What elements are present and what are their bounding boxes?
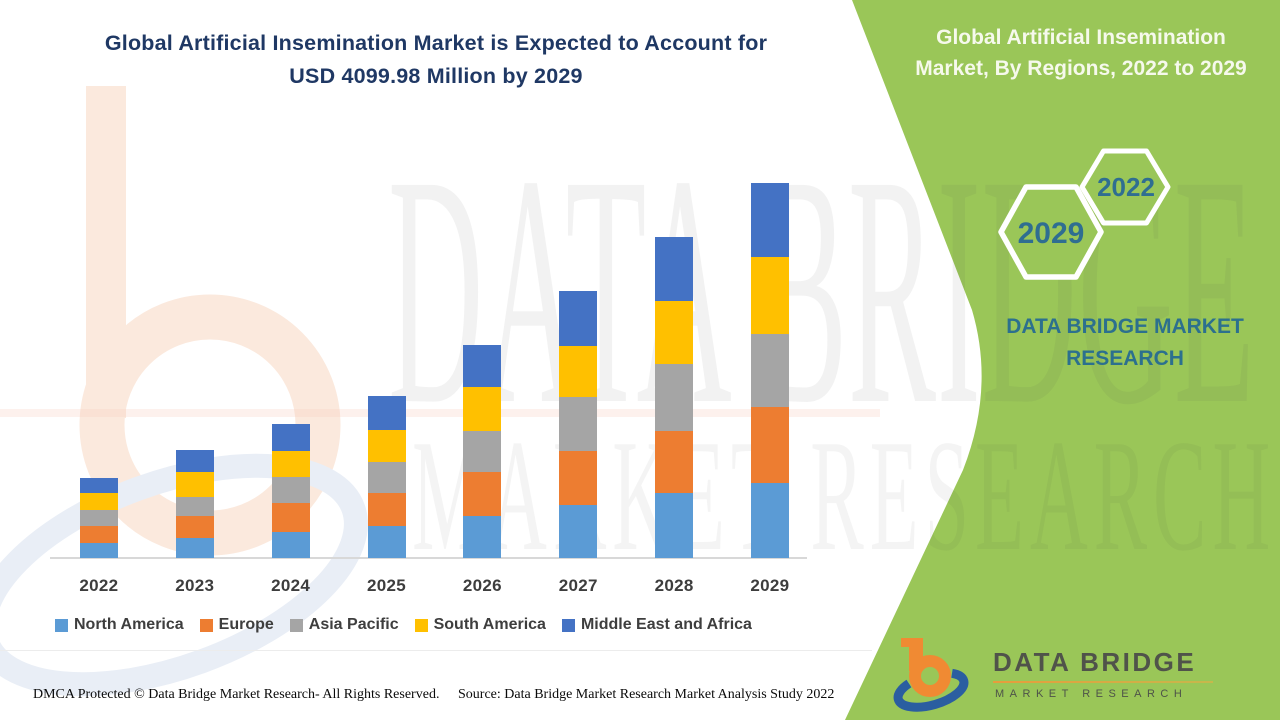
legend-item-middle-east-and-africa: Middle East and Africa xyxy=(561,616,752,634)
green-panel-path xyxy=(845,0,1280,720)
bar-segment xyxy=(750,483,789,558)
stacked-bar-2026 xyxy=(463,345,502,558)
bar-segment xyxy=(271,532,310,558)
bar-segment xyxy=(175,449,214,473)
logo-name-text: DATA BRIDGE xyxy=(993,647,1197,677)
x-axis-label: 2028 xyxy=(654,576,694,595)
legend-swatch xyxy=(55,618,68,632)
legend-label: Middle East and Africa xyxy=(580,616,752,633)
legend-label: South America xyxy=(433,616,546,633)
legend-item-asia-pacific: Asia Pacific xyxy=(289,616,399,634)
panel-heading-line2: Market, By Regions, 2022 to 2029 xyxy=(915,57,1247,80)
bar-segment xyxy=(750,183,789,258)
chart-legend: North America Europe Asia Pacific South Ame… xyxy=(55,616,752,634)
background-tint-band xyxy=(0,409,880,417)
legend-item-south-america: South America xyxy=(414,616,546,634)
logo-b-bowl xyxy=(909,655,951,697)
legend-swatch xyxy=(289,618,303,632)
bar-segment xyxy=(79,493,118,510)
bar-segment xyxy=(367,396,406,431)
page-title: Global Artificial Insemination Market is… xyxy=(60,27,812,93)
bar-segment xyxy=(559,291,598,347)
dmca-notice: DMCA Protected © Data Bridge Market Rese… xyxy=(33,687,440,702)
stacked-bar-2027 xyxy=(559,291,598,558)
logo-underline xyxy=(993,681,1213,683)
stacked-bar-2023 xyxy=(175,449,214,558)
watermark-blue-swoosh xyxy=(0,453,368,697)
logo-blue-swoosh xyxy=(893,668,969,712)
x-axis-label: 2026 xyxy=(462,576,502,595)
stacked-bar-2029 xyxy=(750,183,789,558)
source-note: Source: Data Bridge Market Research Mark… xyxy=(458,687,835,702)
bar-segment xyxy=(463,472,502,517)
stacked-bar-2024 xyxy=(271,424,310,558)
bar-segment xyxy=(463,430,502,473)
data-bridge-logo-icon xyxy=(893,638,969,712)
stacked-bar-2028 xyxy=(655,237,694,558)
bar-segment xyxy=(750,407,789,483)
bar-segment xyxy=(463,345,502,388)
panel-heading: Global Artificial Insemination Market, B… xyxy=(890,22,1272,84)
page-title-line2: USD 4099.98 Million by 2029 xyxy=(289,64,583,88)
bar-segment xyxy=(655,237,694,302)
bar-segment xyxy=(367,462,406,494)
bar-segment xyxy=(655,493,694,558)
bar-segment xyxy=(175,497,214,516)
bar-segment xyxy=(559,397,598,452)
bar-segment xyxy=(750,334,789,408)
x-axis-label: 2022 xyxy=(79,576,119,595)
bar-segment xyxy=(79,509,118,526)
x-axis-label: 2029 xyxy=(750,576,790,595)
x-axis-line xyxy=(50,557,807,559)
legend-swatch xyxy=(199,618,213,632)
footer-divider xyxy=(0,650,872,651)
bar-segment xyxy=(79,478,118,494)
brand-wordmark: DATA BRIDGE MARKET RESEARCH xyxy=(958,311,1280,375)
stacked-bar-2025 xyxy=(367,396,406,558)
bar-segment xyxy=(559,346,598,398)
bar-segment xyxy=(367,430,406,463)
bar-segment xyxy=(175,472,214,498)
bar-segment xyxy=(463,516,502,558)
x-axis-label: 2023 xyxy=(175,576,215,595)
bar-segment xyxy=(175,515,214,538)
bar-segment xyxy=(271,503,310,533)
x-axis-label: 2024 xyxy=(271,576,311,595)
bar-segment xyxy=(367,526,406,558)
legend-swatch xyxy=(561,618,575,632)
legend-item-north-america: North America xyxy=(55,616,184,634)
bar-segment xyxy=(655,431,694,493)
bar-segment xyxy=(175,538,214,558)
legend-label: Europe xyxy=(218,616,274,633)
legend-label: North America xyxy=(74,616,184,633)
bar-segment xyxy=(79,543,118,558)
bar-segment xyxy=(271,477,310,504)
legend-item-europe: Europe xyxy=(199,616,274,634)
bar-segment xyxy=(79,525,118,543)
logo-subtitle-text: MARKET RESEARCH xyxy=(995,688,1188,700)
bar-segment xyxy=(271,450,310,478)
legend-label: Asia Pacific xyxy=(308,616,399,633)
bar-segment xyxy=(655,363,694,432)
bar-segment xyxy=(271,424,310,451)
brand-wordmark-line2: RESEARCH xyxy=(1066,347,1184,370)
logo-b-flag xyxy=(901,638,923,647)
x-axis-label: 2025 xyxy=(366,576,407,595)
brand-wordmark-line1: DATA BRIDGE MARKET xyxy=(1006,315,1244,338)
bar-segment xyxy=(367,493,406,527)
data-bridge-logo: DATA BRIDGE MARKET RESEARCH xyxy=(893,634,1273,716)
page-title-line1: Global Artificial Insemination Market is… xyxy=(104,31,768,55)
bar-segment xyxy=(559,451,598,506)
panel-heading-line1: Global Artificial Insemination xyxy=(936,26,1226,49)
bar-segment xyxy=(463,387,502,431)
stacked-bar-2022 xyxy=(79,478,118,558)
bar-segment xyxy=(559,505,598,558)
legend-swatch xyxy=(414,618,428,632)
bar-segment xyxy=(655,301,694,364)
x-axis-label: 2027 xyxy=(558,576,598,595)
bar-segment xyxy=(750,257,789,335)
